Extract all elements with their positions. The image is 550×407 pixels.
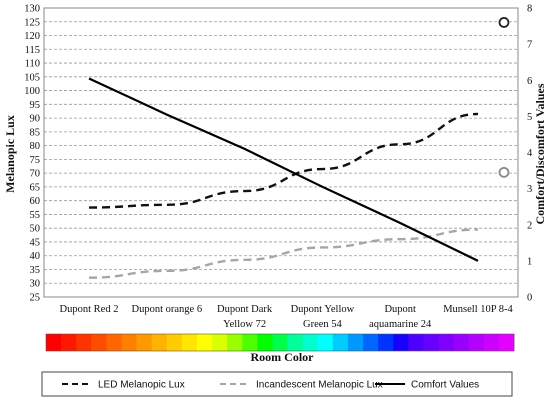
category-label: Dupont Dark Yellow 72 <box>217 304 273 330</box>
gridlines <box>43 7 519 298</box>
y-tick-label: 30 <box>30 279 41 290</box>
y-tick-label: 40 <box>30 251 41 262</box>
y2-axis-title: Comfort/Discomfort Values <box>533 83 547 224</box>
category-label: Dupont orange 6 <box>132 304 203 315</box>
series-comfort-valuesline <box>88 77 479 262</box>
series-incandescent-melanopic-luxline <box>88 228 479 279</box>
y-tick-label: 95 <box>30 100 41 111</box>
legend-label: Comfort Values <box>411 380 479 391</box>
color-swatch <box>196 334 213 351</box>
y-tick-label: 25 <box>30 293 41 304</box>
y-tick-label: 80 <box>30 141 41 152</box>
y2-tick-label: 5 <box>527 112 532 123</box>
series-lines <box>88 77 479 279</box>
color-swatch <box>378 334 394 351</box>
color-swatch <box>121 334 137 351</box>
category-label: Dupont Red 2 <box>60 304 119 315</box>
color-swatch <box>242 334 258 351</box>
color-swatch <box>363 334 379 351</box>
legend-label: Incandescent Melanopic Lux <box>256 380 383 391</box>
color-swatch <box>468 334 485 351</box>
y-tick-label: 50 <box>30 224 41 235</box>
y-tick-label: 130 <box>24 4 40 15</box>
right-edge-markers <box>498 17 510 178</box>
color-swatch <box>408 334 424 351</box>
y-tick-label: 75 <box>30 155 41 166</box>
x-axis-title: Room Color <box>251 350 315 364</box>
series-led-melanopic-luxline <box>88 112 479 209</box>
y-tick-label: 100 <box>24 86 40 97</box>
y-tick-label: 90 <box>30 114 41 125</box>
legend: LED Melanopic Lux Incandescent Melanopic … <box>62 380 479 391</box>
legend-box <box>41 371 513 397</box>
y-tick-label: 105 <box>24 72 40 83</box>
y-tick-label: 85 <box>30 127 41 138</box>
color-swatch <box>181 334 198 351</box>
y2-tick-label: 3 <box>527 184 532 195</box>
y-tick-label: 55 <box>30 210 41 221</box>
color-swatch <box>302 334 319 351</box>
category-labels: Dupont Red 2 Dupont orange 6 Dupont Dark Ye… <box>60 304 514 330</box>
y-tick-label: 35 <box>30 265 41 276</box>
marker-circle <box>498 166 510 178</box>
color-swatch <box>347 334 364 351</box>
y2-tick-label: 6 <box>527 76 532 87</box>
color-swatch <box>332 334 349 351</box>
color-swatch <box>227 334 243 351</box>
color-swatch <box>257 334 273 351</box>
y2-tick-label: 2 <box>527 220 532 231</box>
y-tick-label: 60 <box>30 196 41 207</box>
color-swatch <box>151 334 168 351</box>
y-axis-left-ticks: 25 30 35 40 45 50 55 60 65 70 75 80 85 90 95 100 105 110 1… <box>24 4 40 304</box>
color-swatch <box>76 334 92 351</box>
color-swatch <box>106 334 122 351</box>
color-swatch <box>438 334 455 351</box>
y-tick-label: 70 <box>30 169 41 180</box>
color-swatch <box>166 334 183 351</box>
color-swatch <box>212 334 228 351</box>
color-swatch <box>136 334 153 351</box>
y2-tick-label: 7 <box>527 40 532 51</box>
y2-tick-label: 4 <box>527 148 533 159</box>
color-swatch <box>61 334 77 351</box>
y-tick-label: 115 <box>25 45 40 56</box>
y-tick-label: 120 <box>24 31 40 42</box>
color-bar <box>45 333 515 352</box>
color-swatch <box>287 334 304 351</box>
color-swatch <box>272 334 288 351</box>
y2-tick-label: 0 <box>527 293 532 304</box>
y-tick-label: 110 <box>25 59 40 70</box>
color-swatch <box>393 334 409 351</box>
color-swatch <box>498 334 515 351</box>
category-label: Dupont aquamarine 24 <box>369 304 432 330</box>
color-swatch <box>423 334 439 351</box>
color-swatch <box>317 334 334 351</box>
color-bar-border <box>45 333 515 352</box>
y-tick-label: 45 <box>30 237 41 248</box>
category-label: Dupont Yellow Green 54 <box>291 304 355 330</box>
category-label: Munsell 10P 8-4 <box>443 304 513 315</box>
y2-tick-label: 8 <box>527 4 532 15</box>
y-tick-label: 125 <box>24 17 40 28</box>
color-swatch <box>91 334 107 351</box>
color-swatch <box>46 334 62 351</box>
y-axis-title: Melanopic Lux <box>3 115 17 193</box>
color-swatch <box>483 334 500 351</box>
y2-tick-label: 1 <box>527 256 532 267</box>
legend-label: LED Melanopic Lux <box>98 380 185 391</box>
plot-area-border <box>43 7 519 298</box>
y-tick-label: 65 <box>30 182 41 193</box>
color-swatch <box>453 334 470 351</box>
y-axis-right-ticks: 0 1 2 3 4 5 6 7 8 <box>527 4 533 304</box>
marker-circle <box>498 17 510 28</box>
